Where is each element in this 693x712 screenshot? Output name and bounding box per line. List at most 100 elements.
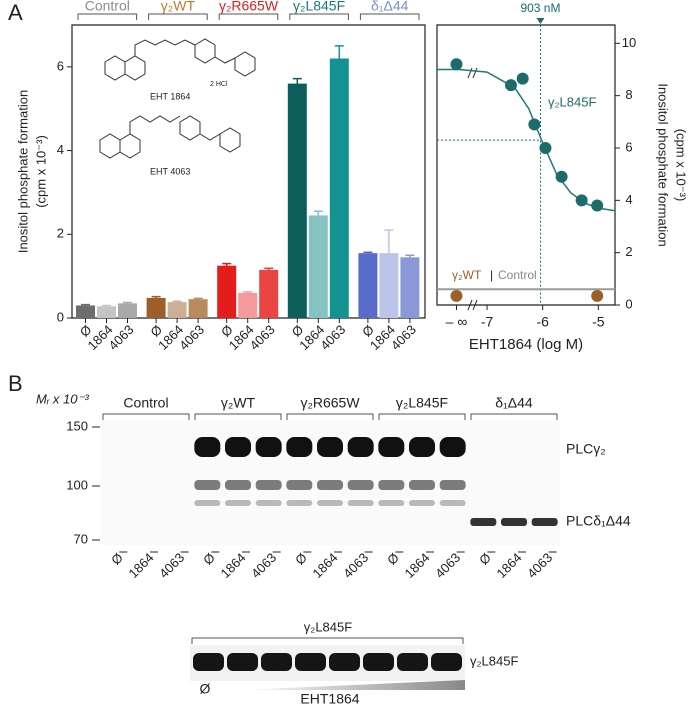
data-point [450,289,463,302]
compound-label: EHT 1864 [150,91,190,101]
lane-label: Ø [200,681,211,697]
legend-separator: | [490,268,493,282]
lane-label: 1864 [493,550,524,581]
data-point [591,289,604,302]
axis-break [467,67,478,311]
y-axis-label: Inositol phosphate formation [15,90,30,253]
y-axis-label: Inositol phosphate formation [656,83,671,246]
error-bar [102,304,111,308]
mr-label: Mᵣ x 10⁻³ [36,391,89,406]
y-tick-label: 4 [625,192,632,207]
x-tick-label: – ∞ [446,314,468,330]
band [347,480,374,490]
lane-label: Ø [384,550,402,568]
bar [217,265,237,318]
y-tick-label: 10 [622,35,636,50]
band [255,500,282,506]
error-bar [363,251,373,254]
band [194,480,221,490]
bar [358,253,378,318]
x-tick-label: 4063 [105,322,136,353]
band [261,653,292,671]
band [227,653,258,671]
lane-label: 1864 [125,550,156,581]
band [286,480,313,490]
band [531,518,558,526]
band [431,653,462,671]
x-tick-label: 4063 [247,322,278,353]
mw-marker: 70 [74,531,88,546]
group-bracket [378,413,466,420]
lane-label: 4063 [340,550,371,581]
band [286,500,313,506]
band [255,437,282,457]
data-point [450,58,463,71]
bar [308,215,328,318]
band-label: γ₂L845F [470,653,518,668]
x-tick-label: 4063 [317,322,348,353]
gradient-label: EHT1864 [300,691,359,707]
bar [167,302,187,318]
band [409,480,435,490]
legend-label: Control [498,268,537,282]
band [329,653,360,671]
x-tick-label: 4063 [388,322,419,353]
lane-label: 1864 [309,550,340,581]
band [255,480,282,490]
y-tick-label: 2 [625,244,632,259]
x-tick-label: -5 [592,314,605,330]
lane-label: Ø [292,550,310,568]
band [317,480,343,490]
error-bar [81,303,90,307]
group-label: δ₁Δ44 [495,395,533,411]
data-point [575,194,588,207]
band [225,437,251,457]
x-tick-label: -7 [481,314,494,330]
bar [329,58,349,318]
annotation: 903 nM [520,1,560,15]
data-point [516,72,529,85]
band [295,653,326,671]
guide-line [437,25,541,305]
band [378,437,405,457]
group-label: γ₂R665W [300,395,360,411]
legend-label: γ₂WT [452,268,482,282]
group-bracket [191,637,464,644]
x-axis-label: EHT1864 (log M) [469,336,583,353]
band-label: PLCδ₁Δ44 [566,513,631,529]
error-bar [193,297,203,301]
bar [287,83,307,318]
y-tick-label: 0 [625,296,632,311]
error-bar [405,254,415,260]
y-tick-label: 6 [625,139,632,154]
band [378,480,405,490]
axis-line [436,24,616,306]
structure-drawing [99,38,256,159]
data-point [555,170,568,183]
blot-title: γ₂L845F [304,619,352,634]
group-bracket [148,13,208,20]
x-tick-label: -6 [536,314,549,330]
group-bracket [286,413,374,420]
y-tick-label: 4 [57,142,64,157]
band [225,500,251,506]
lane-label: 4063 [524,550,555,581]
y-tick-label: 8 [625,87,632,102]
annotation-marker [536,18,545,24]
y-tick-label: 6 [57,58,64,73]
bar [97,306,116,318]
series-label: γ₂L845F [548,94,596,109]
axis-line [71,24,426,319]
data-point [528,118,541,131]
group-bracket [289,13,349,20]
band [439,480,466,490]
error-bar [172,300,182,303]
group-label: γ₂L845F [293,0,345,14]
group-bracket [218,13,279,20]
bar [238,292,258,318]
band [317,437,343,457]
group-bracket [77,13,138,20]
error-bar [334,45,344,72]
panel-label: A [8,0,23,25]
